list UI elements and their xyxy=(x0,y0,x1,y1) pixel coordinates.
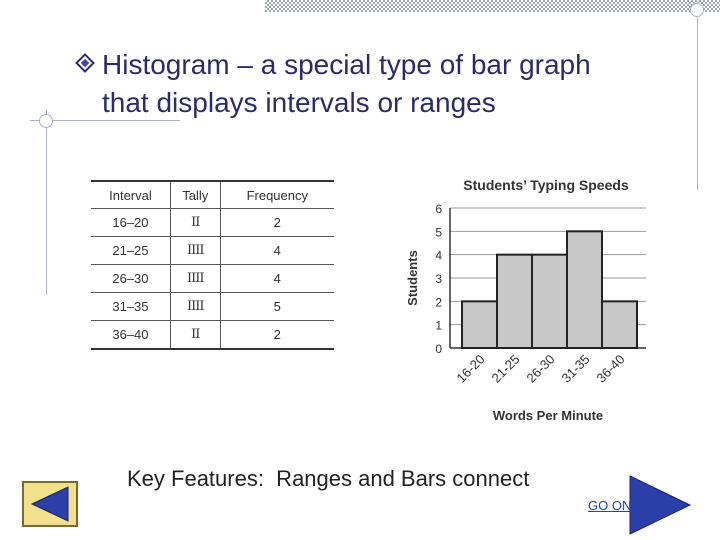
frequency-cell: 4 xyxy=(219,236,334,265)
y-tick-label: 5 xyxy=(435,225,442,239)
x-tick-label: 36-40 xyxy=(594,352,628,386)
table-row: 31–35 IIII 5 xyxy=(91,292,334,321)
tally-cell: IIII xyxy=(169,292,221,321)
y-tick-label: 1 xyxy=(435,319,442,333)
interval-cell: 26–30 xyxy=(91,264,171,293)
decorative-vertical-line-right xyxy=(697,10,698,190)
histogram-bar xyxy=(461,300,498,349)
back-button[interactable] xyxy=(22,481,78,527)
y-tick-label: 3 xyxy=(435,272,442,286)
frequency-cell: 2 xyxy=(219,320,334,350)
interval-cell: 21–25 xyxy=(91,236,171,265)
key-features-text: Key Features: Ranges and Bars connect xyxy=(127,466,530,491)
decorative-horizontal-line-left xyxy=(30,120,180,121)
frequency-cell: 4 xyxy=(219,264,334,293)
interval-cell: 36–40 xyxy=(91,320,171,350)
x-tick-label: 21-25 xyxy=(489,352,523,386)
y-axis-label: Students xyxy=(405,250,420,306)
interval-cell: 16–20 xyxy=(91,208,171,237)
x-tick-label: 16-20 xyxy=(454,352,488,386)
histogram-bar xyxy=(531,253,568,349)
x-tick-label: 31-35 xyxy=(559,352,593,386)
tally-cell: IIII xyxy=(169,236,221,265)
tally-cell: II xyxy=(169,320,221,350)
frequency-cell: 2 xyxy=(219,208,334,237)
interval-cell: 31–35 xyxy=(91,292,171,321)
table-row: 16–20 II 2 xyxy=(91,208,334,237)
tally-cell: II xyxy=(169,208,221,237)
next-button[interactable] xyxy=(588,474,692,536)
table-header-frequency: Frequency xyxy=(219,180,334,209)
next-arrow-icon xyxy=(629,475,692,535)
table-header-row: Interval Tally Frequency xyxy=(91,180,334,209)
decorative-vertical-line-left xyxy=(46,110,47,295)
histogram-bar xyxy=(496,253,533,349)
table-header-interval: Interval xyxy=(91,180,171,209)
decorative-checker-band xyxy=(265,0,720,12)
title-line-2: that displays intervals or ranges xyxy=(102,87,496,118)
y-tick-label: 6 xyxy=(435,202,442,216)
tally-cell: IIII xyxy=(169,264,221,293)
table-header-tally: Tally xyxy=(169,180,221,209)
table-row: 36–40 II 2 xyxy=(91,320,334,350)
y-tick-label: 4 xyxy=(435,249,442,263)
title-line-1: Histogram – a special type of bar graph xyxy=(102,49,591,80)
x-tick-label: 26-30 xyxy=(524,352,558,386)
y-tick-label: 0 xyxy=(435,342,442,356)
go-on-link[interactable]: GO ON xyxy=(588,498,632,513)
frequency-cell: 5 xyxy=(219,292,334,321)
frequency-table: Interval Tally Frequency 16–20 II 2 21–2… xyxy=(91,180,334,350)
histogram-chart: Students’ Typing Speeds 0 1 2 3 4 5 6 Students 16… xyxy=(405,177,646,423)
y-tick-label: 2 xyxy=(435,295,442,309)
chart-title: Students’ Typing Speeds xyxy=(463,177,629,193)
table-row: 21–25 IIII 4 xyxy=(91,236,334,265)
histogram-bar xyxy=(601,300,638,349)
x-axis-label: Words Per Minute xyxy=(493,408,603,423)
back-arrow-icon xyxy=(30,486,69,522)
decorative-circle-left xyxy=(39,114,53,128)
diamond-bullet-icon xyxy=(75,53,95,73)
table-row: 26–30 IIII 4 xyxy=(91,264,334,293)
title-text: Histogram – a special type of bar graph … xyxy=(102,46,702,122)
decorative-circle-top-right xyxy=(690,3,704,17)
histogram-bar xyxy=(566,230,603,349)
